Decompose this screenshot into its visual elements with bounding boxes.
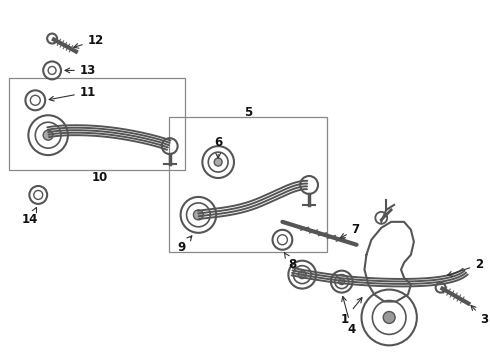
Text: 7: 7 bbox=[341, 223, 360, 238]
Text: 14: 14 bbox=[22, 207, 39, 226]
Text: 10: 10 bbox=[92, 171, 108, 184]
Text: 11: 11 bbox=[49, 86, 96, 101]
Circle shape bbox=[194, 210, 203, 220]
Text: 6: 6 bbox=[214, 136, 222, 158]
Bar bbox=[169, 117, 327, 252]
Text: 12: 12 bbox=[74, 34, 104, 48]
Circle shape bbox=[298, 271, 306, 279]
Text: 9: 9 bbox=[177, 236, 192, 254]
Text: 8: 8 bbox=[285, 253, 296, 271]
Circle shape bbox=[43, 130, 53, 140]
Bar bbox=[9, 78, 185, 170]
Text: 1: 1 bbox=[341, 298, 362, 326]
Text: 2: 2 bbox=[447, 258, 483, 276]
Text: 5: 5 bbox=[244, 106, 252, 119]
Circle shape bbox=[339, 279, 344, 285]
Circle shape bbox=[214, 158, 222, 166]
Text: 3: 3 bbox=[471, 305, 488, 326]
Text: 4: 4 bbox=[342, 296, 356, 336]
Text: 13: 13 bbox=[65, 64, 96, 77]
Circle shape bbox=[383, 311, 395, 323]
